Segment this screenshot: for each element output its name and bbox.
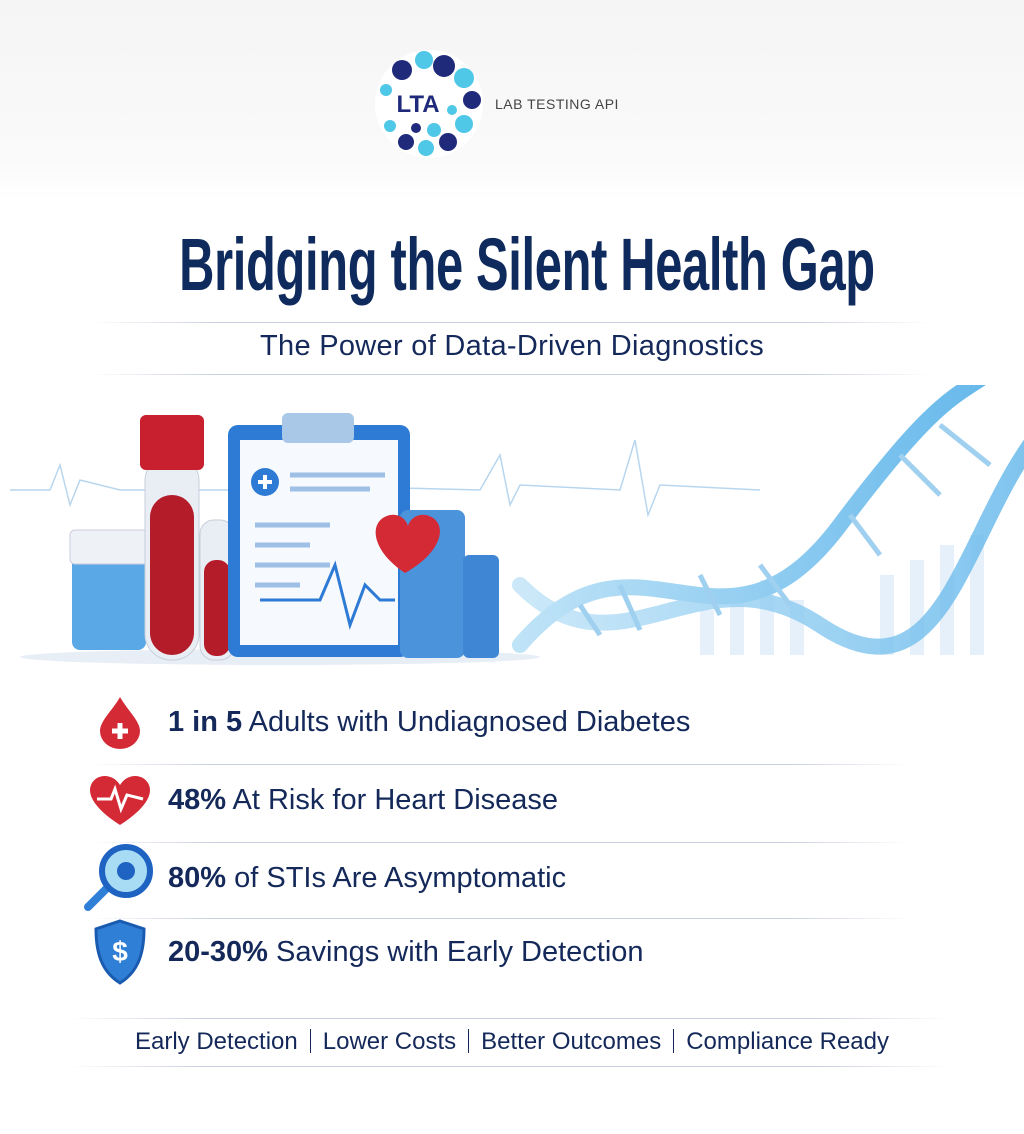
divider [90, 374, 930, 375]
tag-early-detection: Early Detection [135, 1028, 298, 1055]
divider [70, 1018, 950, 1019]
stat-highlight: 80% [168, 861, 227, 894]
footer-tagline: Early Detection Lower Costs Better Outcome… [0, 1028, 1024, 1056]
header-band [0, 0, 1024, 200]
clipboard-icon [228, 413, 410, 657]
stat-text: of STIs Are Asymptomatic [234, 861, 567, 894]
stat-highlight: 48% [168, 783, 227, 816]
stat-text: Savings with Early Detection [276, 935, 644, 968]
svg-text:LTA: LTA [396, 91, 439, 118]
brand-name: LAB TESTING API [495, 96, 619, 112]
specimen-jar-icon [69, 529, 149, 650]
heart-icon [375, 514, 440, 573]
divider [90, 918, 910, 919]
stat-diabetes: 1 in 5 Adults with Undiagnosed Diabetes [80, 692, 920, 752]
page-title: Bridging the Silent Health Gap [179, 223, 875, 306]
heart-pulse-icon [90, 776, 150, 825]
stat-savings: $ 20-30% Savings with Early Detection [80, 919, 920, 985]
stat-sti: 80% of STIs Are Asymptomatic [80, 844, 920, 911]
shield-dollar-icon: $ [94, 919, 146, 985]
divider [90, 764, 910, 765]
small-tube-icon [199, 519, 235, 661]
divider [70, 1066, 950, 1067]
stat-text: Adults with Undiagnosed Diabetes [248, 705, 691, 738]
divider [90, 322, 930, 323]
tag-lower-costs: Lower Costs [322, 1028, 457, 1055]
divider [90, 842, 910, 843]
page-subtitle: The Power of Data-Driven Diagnostics [260, 330, 764, 362]
blood-drop-plus-icon [100, 697, 140, 749]
stat-highlight: 20-30% [168, 935, 268, 968]
lta-logo: LTA [375, 50, 483, 158]
dna-helix-icon [512, 385, 1024, 655]
stat-text: At Risk for Heart Disease [232, 783, 559, 816]
svg-text:$: $ [112, 936, 128, 967]
stat-highlight: 1 in 5 [168, 705, 243, 738]
diagnostics-illustration [10, 385, 1024, 665]
stat-heart: 48% At Risk for Heart Disease [80, 770, 920, 830]
blood-tube-icon [140, 415, 204, 661]
magnifier-virus-icon [84, 844, 153, 911]
tag-compliance-ready: Compliance Ready [686, 1028, 889, 1055]
tag-better-outcomes: Better Outcomes [481, 1028, 662, 1055]
